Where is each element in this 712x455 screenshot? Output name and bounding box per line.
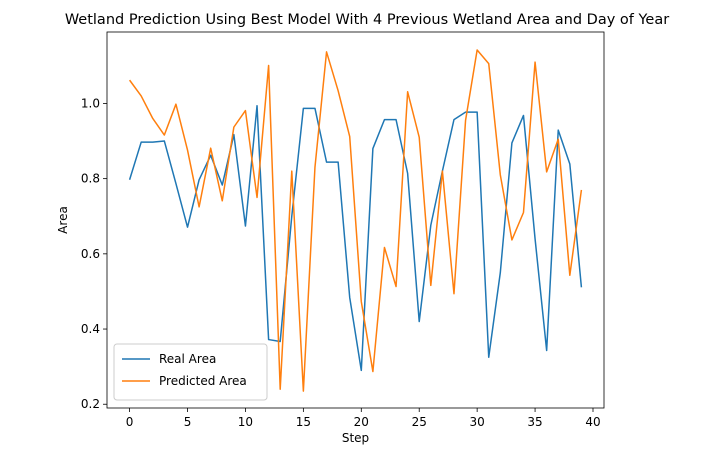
y-axis-title: Area [56, 206, 70, 234]
y-tick-label: 1.0 [81, 96, 100, 110]
x-tick-label: 20 [354, 415, 369, 429]
y-tick-label: 0.6 [81, 247, 100, 261]
x-tick-label: 25 [412, 415, 427, 429]
series-line-real-area [128, 104, 583, 372]
legend-label-predicted-area: Predicted Area [159, 374, 247, 388]
x-tick-label: 10 [238, 415, 253, 429]
plot-area-frame [106, 31, 605, 409]
x-tick-label: 40 [585, 415, 600, 429]
y-axis: 0.2 0.4 0.6 0.8 1.0 [81, 96, 107, 411]
x-tick-label: 35 [527, 415, 542, 429]
x-tick-label: 0 [126, 415, 134, 429]
y-tick-label: 0.2 [81, 397, 100, 411]
x-tick-label: 30 [470, 415, 485, 429]
x-tick-label: 15 [296, 415, 311, 429]
y-tick-label: 0.8 [81, 172, 100, 186]
x-axis-title: Step [342, 431, 369, 445]
chart-title: Wetland Prediction Using Best Model With… [65, 12, 669, 28]
legend: Real Area Predicted Area [113, 343, 268, 401]
x-tick-label: 5 [184, 415, 192, 429]
series-line-predicted-area [128, 49, 583, 392]
legend-label-real-area: Real Area [159, 352, 216, 366]
x-axis: 0 5 10 15 20 25 30 35 40 [126, 408, 601, 429]
legend-box [113, 343, 268, 401]
y-tick-label: 0.4 [81, 322, 100, 336]
series-layer [128, 49, 583, 392]
